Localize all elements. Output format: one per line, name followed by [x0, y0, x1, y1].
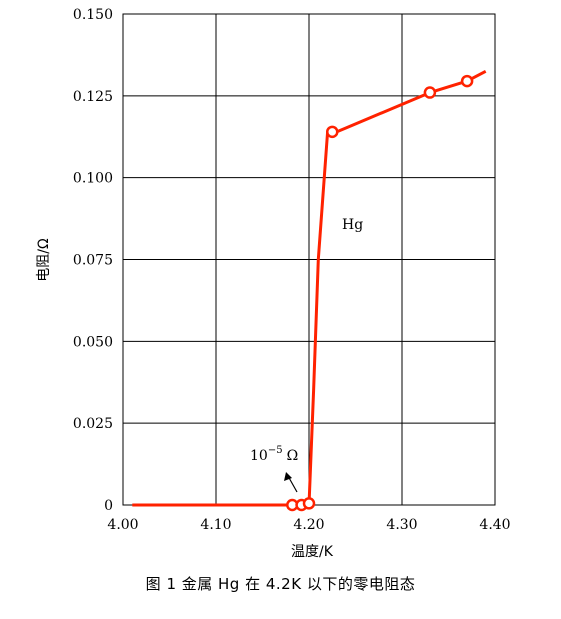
y-tick-label: 0: [104, 498, 113, 514]
y-tick-labels: 0 0.025 0.050 0.075 0.100 0.125 0.150: [73, 7, 113, 514]
zero-label-unit: Ω: [287, 448, 299, 464]
zero-resistance-label: 10−5 Ω: [250, 445, 298, 464]
y-tick-label: 0.125: [73, 89, 113, 105]
data-point-marker: [302, 497, 316, 510]
y-tick-label: 0.075: [73, 253, 113, 269]
data-point-marker: [326, 125, 339, 139]
x-tick-label: 4.40: [479, 517, 510, 533]
data-point-marker: [460, 74, 474, 88]
zero-label-arrow: [284, 472, 298, 493]
x-tick-label: 4.30: [386, 517, 417, 533]
x-tick-label: 4.20: [293, 517, 324, 533]
x-tick-labels: 4.00 4.10 4.20 4.30 4.40: [107, 517, 510, 533]
x-tick-label: 4.10: [200, 517, 231, 533]
figure-caption: 图 1 金属 Hg 在 4.2K 以下的零电阻态: [145, 575, 416, 593]
y-tick-label: 0.025: [73, 416, 113, 432]
y-tick-label: 0.100: [73, 171, 113, 187]
x-axis-title: 温度/K: [291, 544, 334, 560]
data-markers: [286, 74, 474, 512]
y-tick-label: 0.050: [73, 334, 113, 350]
y-tick-label: 0.150: [73, 7, 113, 23]
zero-label-base: 10: [250, 448, 268, 464]
x-tick-label: 4.00: [107, 517, 138, 533]
grid: [122, 13, 496, 506]
zero-label-exponent: −5: [268, 445, 283, 456]
y-axis-title: 电阻/Ω: [36, 238, 52, 282]
data-point-marker: [423, 86, 437, 99]
series-label-hg: Hg: [342, 217, 363, 233]
